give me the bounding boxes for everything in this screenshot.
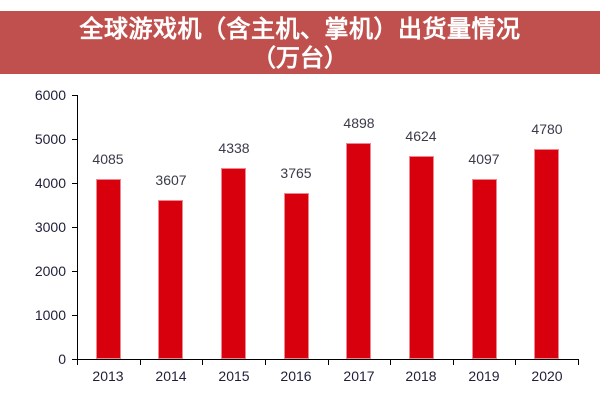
chart-title-banner: 全球游戏机（含主机、掌机）出货量情况 （万台）	[0, 11, 600, 74]
bar-2020	[534, 149, 559, 359]
bar-2018	[409, 156, 434, 359]
y-tick	[72, 315, 77, 316]
x-tick-label: 2019	[468, 368, 500, 384]
bar-2013	[96, 179, 121, 359]
bar-value-label: 3765	[280, 165, 312, 181]
bar-2019	[472, 179, 497, 359]
x-tick	[328, 359, 329, 365]
y-tick-label: 5000	[34, 131, 66, 147]
y-tick-label: 6000	[34, 87, 66, 103]
y-tick-label: 2000	[34, 263, 66, 279]
y-tick-label: 1000	[34, 307, 66, 323]
bar-value-label: 4338	[218, 140, 250, 156]
chart-title: 全球游戏机（含主机、掌机）出货量情况	[79, 15, 521, 43]
x-tick	[578, 359, 579, 365]
y-tick	[72, 359, 77, 360]
y-tick	[72, 139, 77, 140]
chart-title-unit: （万台）	[252, 44, 348, 72]
bar-2014	[158, 200, 183, 359]
x-tick	[265, 359, 266, 365]
bar-2016	[284, 193, 309, 359]
bar-value-label: 4898	[343, 115, 375, 131]
bar-value-label: 4780	[531, 121, 563, 137]
bar-value-label: 3607	[155, 172, 187, 188]
x-tick	[390, 359, 391, 365]
bar-2015	[221, 168, 246, 359]
bar-value-label: 4624	[405, 128, 437, 144]
y-tick-label: 4000	[34, 175, 66, 191]
bar-value-label: 4097	[468, 151, 500, 167]
x-tick	[77, 359, 78, 365]
x-tick-label: 2018	[405, 368, 437, 384]
x-tick-label: 2013	[92, 368, 124, 384]
x-tick-label: 2020	[531, 368, 563, 384]
y-axis	[77, 95, 78, 360]
x-tick-label: 2017	[343, 368, 375, 384]
y-tick	[72, 227, 77, 228]
y-tick-label: 3000	[34, 219, 66, 235]
y-tick	[72, 271, 77, 272]
x-tick	[453, 359, 454, 365]
y-tick	[72, 95, 77, 96]
bar-value-label: 4085	[92, 151, 124, 167]
x-tick-label: 2015	[218, 368, 250, 384]
x-tick	[515, 359, 516, 365]
x-tick	[202, 359, 203, 365]
y-tick	[72, 183, 77, 184]
x-tick-label: 2014	[155, 368, 187, 384]
x-tick-label: 2016	[280, 368, 312, 384]
x-tick	[140, 359, 141, 365]
y-tick-label: 0	[58, 351, 66, 367]
bar-2017	[346, 143, 371, 359]
